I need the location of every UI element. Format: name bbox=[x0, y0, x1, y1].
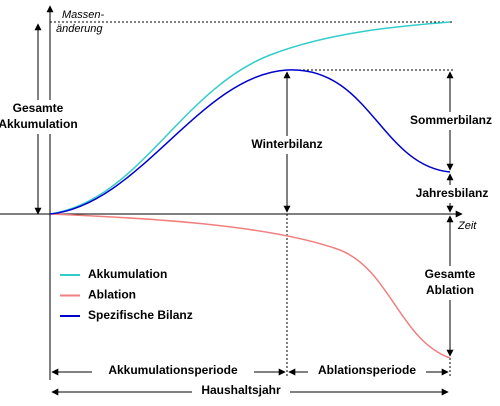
label: Winterbilanz bbox=[251, 137, 322, 151]
label: Ablationsperiode bbox=[318, 363, 416, 377]
x-axis-label: Zeit bbox=[457, 220, 477, 232]
legend: Akkumulation Ablation Spezifische Bilanz bbox=[60, 267, 193, 322]
label-backgrounds bbox=[2, 100, 496, 400]
label: Akkumulation bbox=[0, 117, 78, 131]
label: Akkumulationsperiode bbox=[108, 363, 238, 377]
y-axis-label: änderung bbox=[56, 23, 103, 35]
accumulation-curve bbox=[49, 21, 451, 215]
label: Gesamte bbox=[13, 101, 64, 115]
legend-label: Akkumulation bbox=[88, 267, 167, 281]
balance-curve bbox=[49, 69, 451, 215]
ablation-curve bbox=[49, 213, 451, 359]
label: Sommerbilanz bbox=[410, 113, 492, 127]
legend-label: Spezifische Bilanz bbox=[88, 308, 193, 322]
label: Ablation bbox=[426, 283, 474, 297]
y-axis-label: Massen- bbox=[62, 9, 105, 21]
label: Haushaltsjahr bbox=[201, 383, 281, 397]
legend-label: Ablation bbox=[88, 288, 136, 302]
label: Gesamte bbox=[425, 267, 476, 281]
label: Jahresbilanz bbox=[416, 186, 489, 200]
